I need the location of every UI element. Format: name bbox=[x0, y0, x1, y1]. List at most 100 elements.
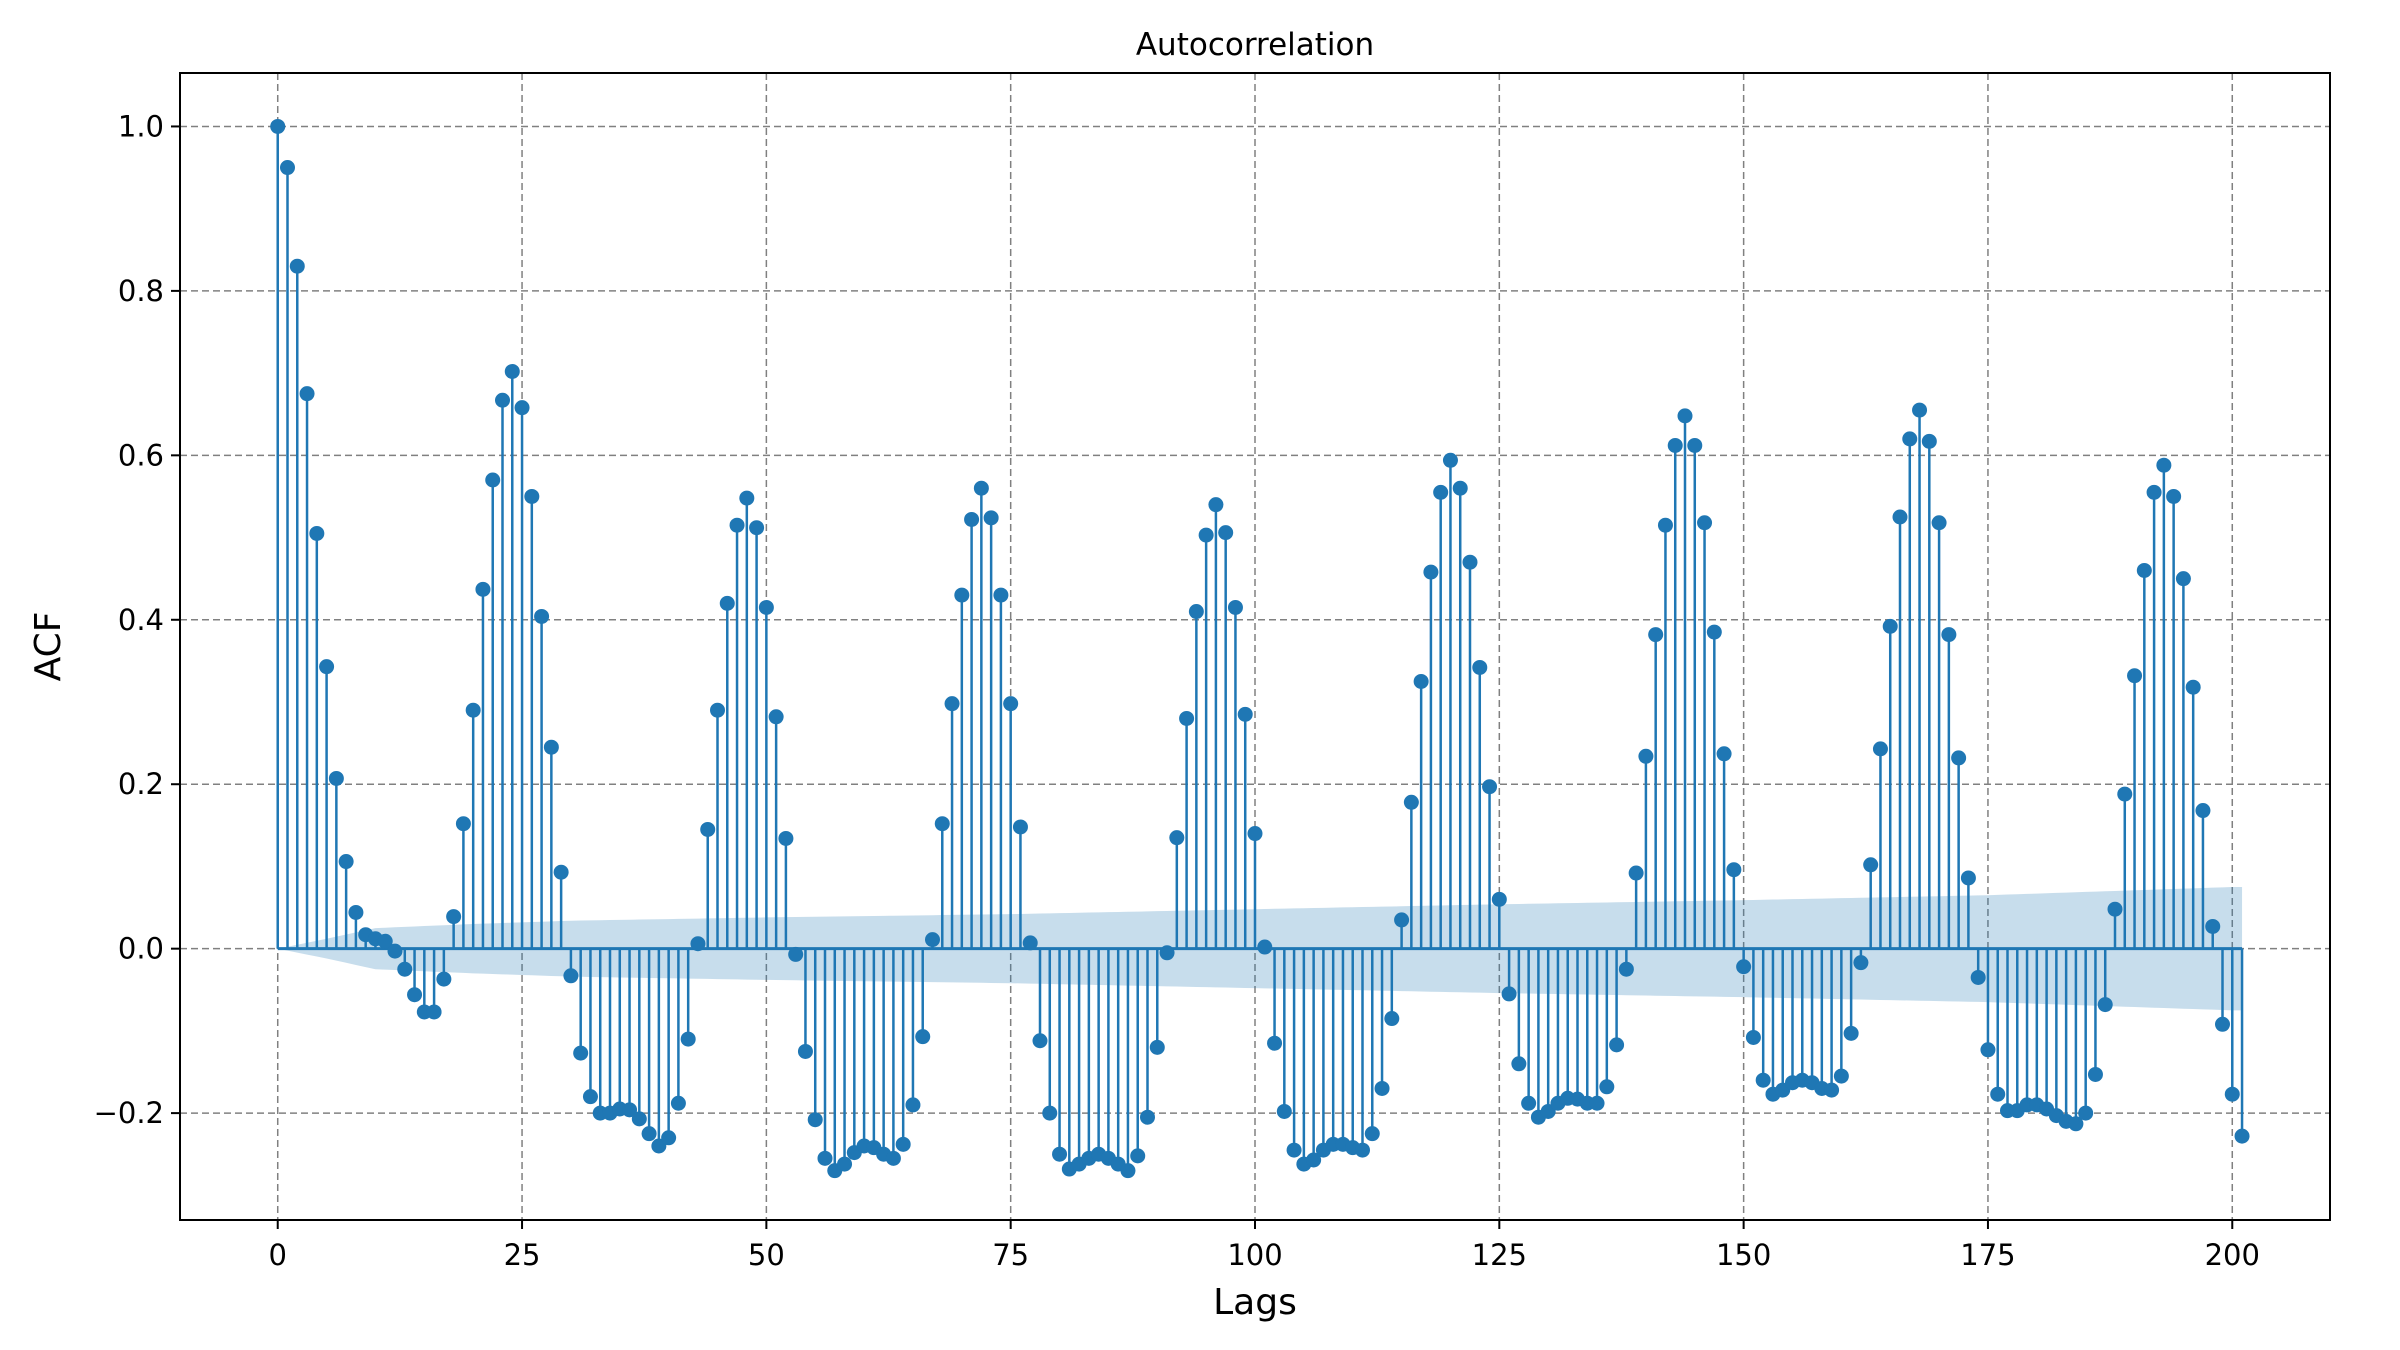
acf-point bbox=[543, 739, 559, 755]
acf-point bbox=[1306, 1152, 1322, 1168]
acf-point bbox=[2224, 1086, 2240, 1102]
acf-point bbox=[739, 490, 755, 506]
y-tick-label: 0.8 bbox=[118, 274, 164, 308]
y-axis-ticks: −0.2 0.0 0.2 0.4 0.6 0.8 1.0 bbox=[94, 109, 180, 1130]
acf-point bbox=[1355, 1142, 1370, 1158]
acf-point bbox=[1198, 527, 1214, 543]
acf-point bbox=[2127, 668, 2143, 684]
acf-point bbox=[954, 587, 970, 603]
acf-point bbox=[2146, 484, 2162, 500]
acf-point bbox=[446, 909, 462, 925]
x-tick-label: 75 bbox=[992, 1238, 1029, 1272]
acf-point bbox=[348, 904, 364, 920]
acf-point bbox=[1648, 627, 1664, 643]
acf-point bbox=[573, 1045, 589, 1061]
acf-point bbox=[690, 936, 706, 952]
acf-point bbox=[2175, 571, 2191, 587]
acf-point bbox=[807, 1112, 823, 1128]
acf-point bbox=[1140, 1109, 1155, 1125]
acf-point bbox=[485, 472, 501, 488]
acf-point bbox=[1755, 1072, 1771, 1088]
acf-point bbox=[426, 1004, 442, 1020]
acf-point bbox=[1872, 741, 1888, 757]
acf-point bbox=[1745, 1029, 1761, 1045]
acf-point bbox=[817, 1150, 833, 1166]
acf-point bbox=[1697, 515, 1713, 531]
acf-point bbox=[1863, 857, 1879, 873]
acf-point bbox=[1589, 1095, 1605, 1111]
acf-point bbox=[1257, 939, 1273, 955]
x-tick-label: 200 bbox=[2205, 1238, 2260, 1272]
acf-point bbox=[1931, 515, 1947, 531]
acf-point bbox=[1833, 1068, 1849, 1084]
acf-point bbox=[1501, 986, 1517, 1002]
acf-point bbox=[1159, 945, 1175, 961]
acf-point bbox=[319, 659, 335, 675]
acf-point bbox=[1394, 912, 1410, 928]
acf-point bbox=[651, 1138, 667, 1154]
acf-point bbox=[1540, 1103, 1556, 1119]
acf-point bbox=[309, 525, 325, 541]
acf-point bbox=[397, 961, 413, 977]
acf-point bbox=[299, 386, 315, 402]
x-tick-label: 50 bbox=[748, 1238, 785, 1272]
x-axis-label: Lags bbox=[1213, 1282, 1297, 1323]
acf-point bbox=[1716, 746, 1732, 762]
acf-point bbox=[563, 968, 579, 984]
acf-point bbox=[1423, 564, 1439, 580]
acf-point bbox=[1169, 830, 1185, 846]
acf-point bbox=[1677, 408, 1693, 424]
y-axis-label: ACF bbox=[28, 612, 69, 682]
acf-point bbox=[641, 1126, 657, 1142]
acf-point bbox=[885, 1150, 901, 1166]
acf-point bbox=[944, 696, 960, 712]
acf-point bbox=[983, 510, 999, 526]
acf-point bbox=[778, 830, 794, 846]
acf-point bbox=[407, 987, 423, 1003]
acf-point bbox=[2195, 803, 2211, 819]
acf-point bbox=[2087, 1066, 2103, 1082]
y-tick-label: 0.4 bbox=[118, 603, 164, 637]
acf-point bbox=[1188, 604, 1204, 620]
acf-point bbox=[670, 1095, 686, 1111]
x-tick-label: 0 bbox=[269, 1238, 287, 1272]
acf-point bbox=[2117, 786, 2133, 802]
acf-point bbox=[1130, 1148, 1146, 1164]
acf-point bbox=[1267, 1035, 1283, 1051]
acf-point bbox=[1960, 870, 1976, 886]
x-tick-label: 100 bbox=[1227, 1238, 1282, 1272]
acf-point bbox=[1247, 826, 1263, 842]
acf-point bbox=[993, 587, 1009, 603]
acf-point bbox=[768, 709, 784, 725]
acf-point bbox=[338, 854, 354, 870]
acf-point bbox=[1638, 748, 1654, 764]
y-tick-label: 1.0 bbox=[118, 109, 164, 143]
acf-point bbox=[1706, 624, 1722, 640]
acf-point bbox=[1951, 750, 1967, 766]
acf-point bbox=[1032, 1033, 1048, 1049]
acf-point bbox=[1179, 710, 1195, 726]
acf-point bbox=[270, 118, 286, 134]
acf-point bbox=[524, 488, 540, 504]
acf-point bbox=[1599, 1079, 1615, 1095]
acf-point bbox=[534, 608, 550, 624]
acf-point bbox=[1384, 1011, 1400, 1027]
acf-point bbox=[1413, 673, 1429, 689]
acf-point bbox=[377, 933, 393, 949]
y-tick-label: 0.6 bbox=[118, 438, 164, 472]
acf-point bbox=[1726, 862, 1742, 878]
acf-point bbox=[1491, 891, 1507, 907]
acf-point bbox=[758, 599, 774, 615]
acf-point bbox=[622, 1102, 638, 1118]
acf-point bbox=[1462, 554, 1478, 570]
acf-point bbox=[1511, 1056, 1527, 1072]
acf-point bbox=[387, 943, 403, 959]
acf-point bbox=[1882, 618, 1898, 634]
stem-lines bbox=[276, 126, 2244, 1171]
y-tick-label: −0.2 bbox=[94, 1096, 164, 1130]
acf-point bbox=[1022, 935, 1038, 951]
acf-point bbox=[631, 1111, 647, 1127]
x-tick-label: 25 bbox=[504, 1238, 541, 1272]
y-tick-label: 0.0 bbox=[118, 932, 164, 966]
acf-point bbox=[2107, 901, 2123, 917]
